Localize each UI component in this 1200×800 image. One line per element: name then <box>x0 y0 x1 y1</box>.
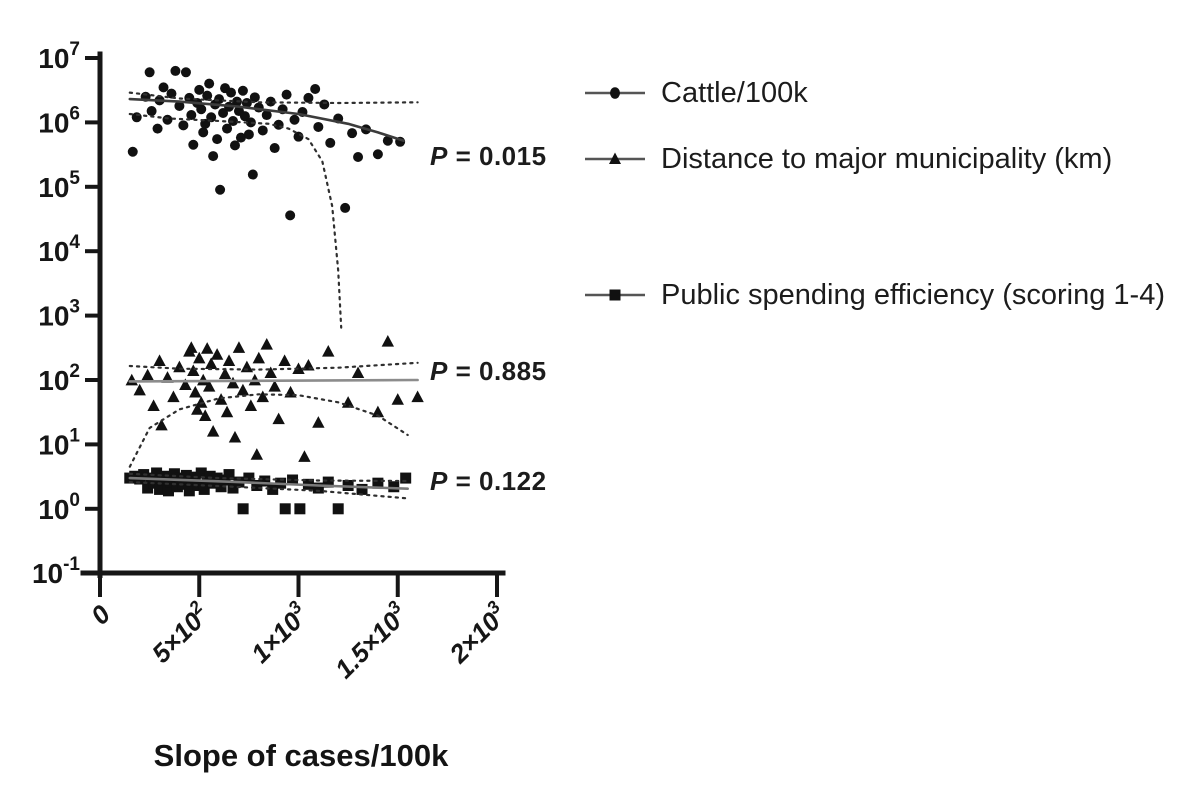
square-marker-icon <box>585 289 645 301</box>
series-distance-lines <box>128 361 419 468</box>
legend-entry-distance: Distance to major municipality (km) <box>583 141 1112 177</box>
legend-label-distance: Distance to major municipality (km) <box>661 143 1113 175</box>
triangle-marker-icon <box>585 152 645 164</box>
x-tick-label: 0 <box>85 599 117 631</box>
p-value-cattle: P = 0.015 <box>430 141 547 172</box>
p-number: = 0.122 <box>455 466 547 496</box>
series-cattle-lines <box>128 91 419 329</box>
p-symbol: P <box>430 356 448 386</box>
p-value-spending: P = 0.122 <box>430 466 547 497</box>
series-distance-markers <box>125 335 424 462</box>
y-tick-label: 106 <box>38 103 80 138</box>
x-tick-label: 5×102 <box>144 597 216 669</box>
series-cattle-markers <box>127 65 406 221</box>
legend-entry-spending: Public spending efficiency (scoring 1-4) <box>583 277 1200 313</box>
y-tick-label: 100 <box>38 490 80 525</box>
x-tick-label: 1×103 <box>243 597 315 669</box>
y-tick-label: 107 <box>38 39 80 74</box>
legend-label-cattle: Cattle/100k <box>661 77 808 109</box>
p-number: = 0.885 <box>455 356 547 386</box>
p-symbol: P <box>430 466 448 496</box>
series-spending-markers <box>124 467 412 515</box>
x-tick-label: 2×103 <box>441 597 514 670</box>
y-tick-label: 102 <box>38 361 80 396</box>
y-tick-label: 104 <box>38 232 80 267</box>
series-spending-lines <box>128 472 410 500</box>
legend-label-spending: Public spending efficiency (scoring 1-4) <box>661 279 1166 311</box>
y-tick-label: 101 <box>38 425 80 460</box>
p-symbol: P <box>430 141 448 171</box>
x-tick-label: 1.5×103 <box>327 597 414 684</box>
p-value-distance: P = 0.885 <box>430 356 547 387</box>
y-tick-label: 103 <box>38 297 80 332</box>
y-tick-label: 10-1 <box>32 554 80 589</box>
p-number: = 0.015 <box>455 141 547 171</box>
y-tick-label: 105 <box>38 168 80 203</box>
legend-entry-cattle: Cattle/100k <box>583 75 808 111</box>
circle-marker-icon <box>585 87 645 99</box>
x-axis-title: Slope of cases/100k <box>153 738 449 773</box>
